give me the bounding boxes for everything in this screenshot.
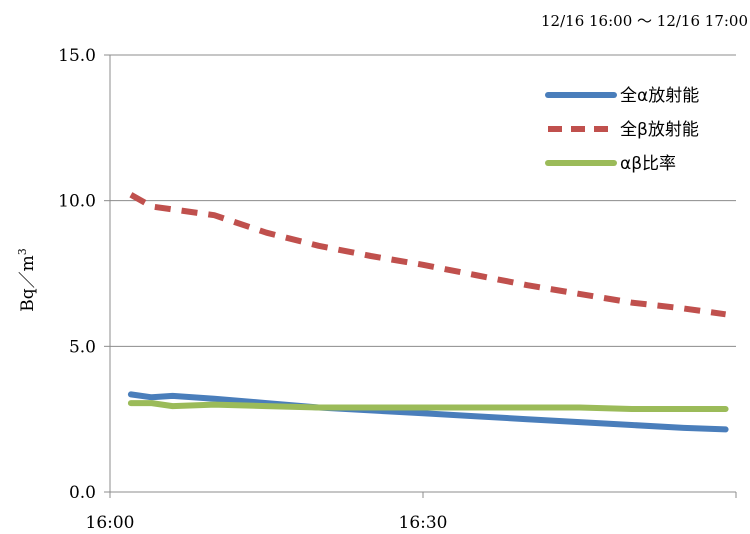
legend-label: 全β放射能 (620, 120, 699, 140)
x-axis-ticks: 16:00 16:30 (86, 492, 737, 533)
series-lines (127, 192, 729, 433)
gridlines (110, 54, 736, 347)
y-tick-label: 5.0 (69, 337, 96, 357)
legend-label: αβ比率 (620, 154, 676, 174)
series-line (129, 192, 727, 318)
series-line (127, 391, 729, 433)
y-tick-label: 15.0 (58, 46, 96, 66)
x-tick-label: 16:30 (399, 513, 448, 533)
time-range-label: 12/16 16:00 ～ 12/16 17:00 (541, 12, 748, 30)
y-axis-ticks: 0.0 5.0 10.0 15.0 (58, 46, 110, 503)
y-axis-label-text: Bq／m (18, 255, 38, 312)
series-line (127, 400, 729, 412)
y-tick-label: 0.0 (69, 483, 96, 503)
x-tick-label: 16:00 (86, 513, 135, 533)
y-axis-label: Bq／m3 (16, 248, 38, 312)
y-axis-label-superscript: 3 (16, 248, 29, 255)
legend-label: 全α放射能 (620, 86, 699, 106)
y-tick-label: 10.0 (58, 192, 96, 212)
